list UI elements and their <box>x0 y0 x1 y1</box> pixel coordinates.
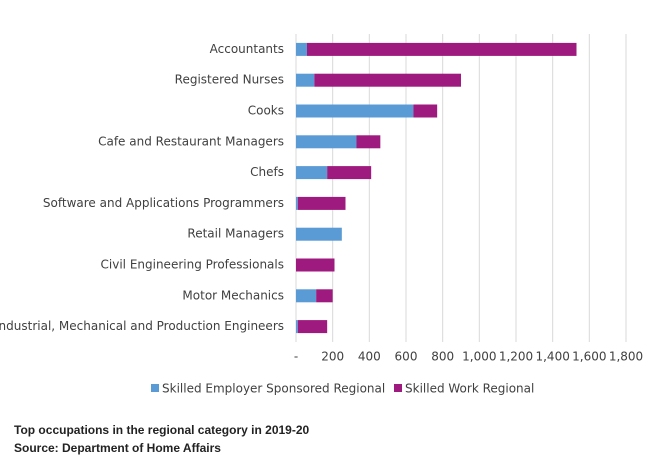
bar <box>296 104 414 118</box>
legend-label: Skilled Work Regional <box>405 382 534 396</box>
x-tick-label: 1,000 <box>462 350 496 364</box>
source: Source: Department of Home Affairs <box>14 441 221 455</box>
y-tick-label: Software and Applications Programmers <box>43 196 284 210</box>
x-tick-label: 800 <box>431 350 454 364</box>
y-tick-label: Cafe and Restaurant Managers <box>98 134 284 148</box>
legend-label: Skilled Employer Sponsored Regional <box>162 382 385 396</box>
x-tick-label: 1,600 <box>572 350 606 364</box>
bar <box>296 227 342 241</box>
bar <box>307 42 577 56</box>
bar <box>316 289 333 303</box>
y-tick-label: Industrial, Mechanical and Production En… <box>0 319 284 333</box>
bar <box>296 320 298 334</box>
y-tick-label: Chefs <box>250 165 284 179</box>
bar <box>297 196 346 210</box>
bar <box>296 135 357 149</box>
bar <box>296 166 328 180</box>
x-tick-label: 1,200 <box>499 350 533 364</box>
x-tick-label: 1,400 <box>535 350 569 364</box>
bar <box>327 166 372 180</box>
bar <box>296 258 335 272</box>
legend-swatch <box>394 384 402 392</box>
bar <box>296 42 307 56</box>
x-tick-label: 200 <box>321 350 344 364</box>
x-tick-label: - <box>294 350 298 364</box>
y-tick-label: Accountants <box>210 42 284 56</box>
y-tick-label: Civil Engineering Professionals <box>101 258 284 272</box>
legend-swatch <box>151 384 159 392</box>
y-tick-label: Cooks <box>248 104 284 118</box>
x-tick-label: 600 <box>395 350 418 364</box>
x-tick-label: 1,800 <box>609 350 643 364</box>
bar <box>296 289 317 303</box>
caption: Top occupations in the regional category… <box>14 423 310 437</box>
bar <box>413 104 438 118</box>
bar <box>296 196 298 210</box>
y-tick-label: Retail Managers <box>187 227 284 241</box>
bar <box>356 135 381 149</box>
bar <box>296 73 315 87</box>
x-tick-label: 400 <box>358 350 381 364</box>
bar <box>297 320 328 334</box>
bar <box>314 73 461 87</box>
y-tick-label: Motor Mechanics <box>182 288 284 302</box>
y-tick-label: Registered Nurses <box>175 73 284 87</box>
